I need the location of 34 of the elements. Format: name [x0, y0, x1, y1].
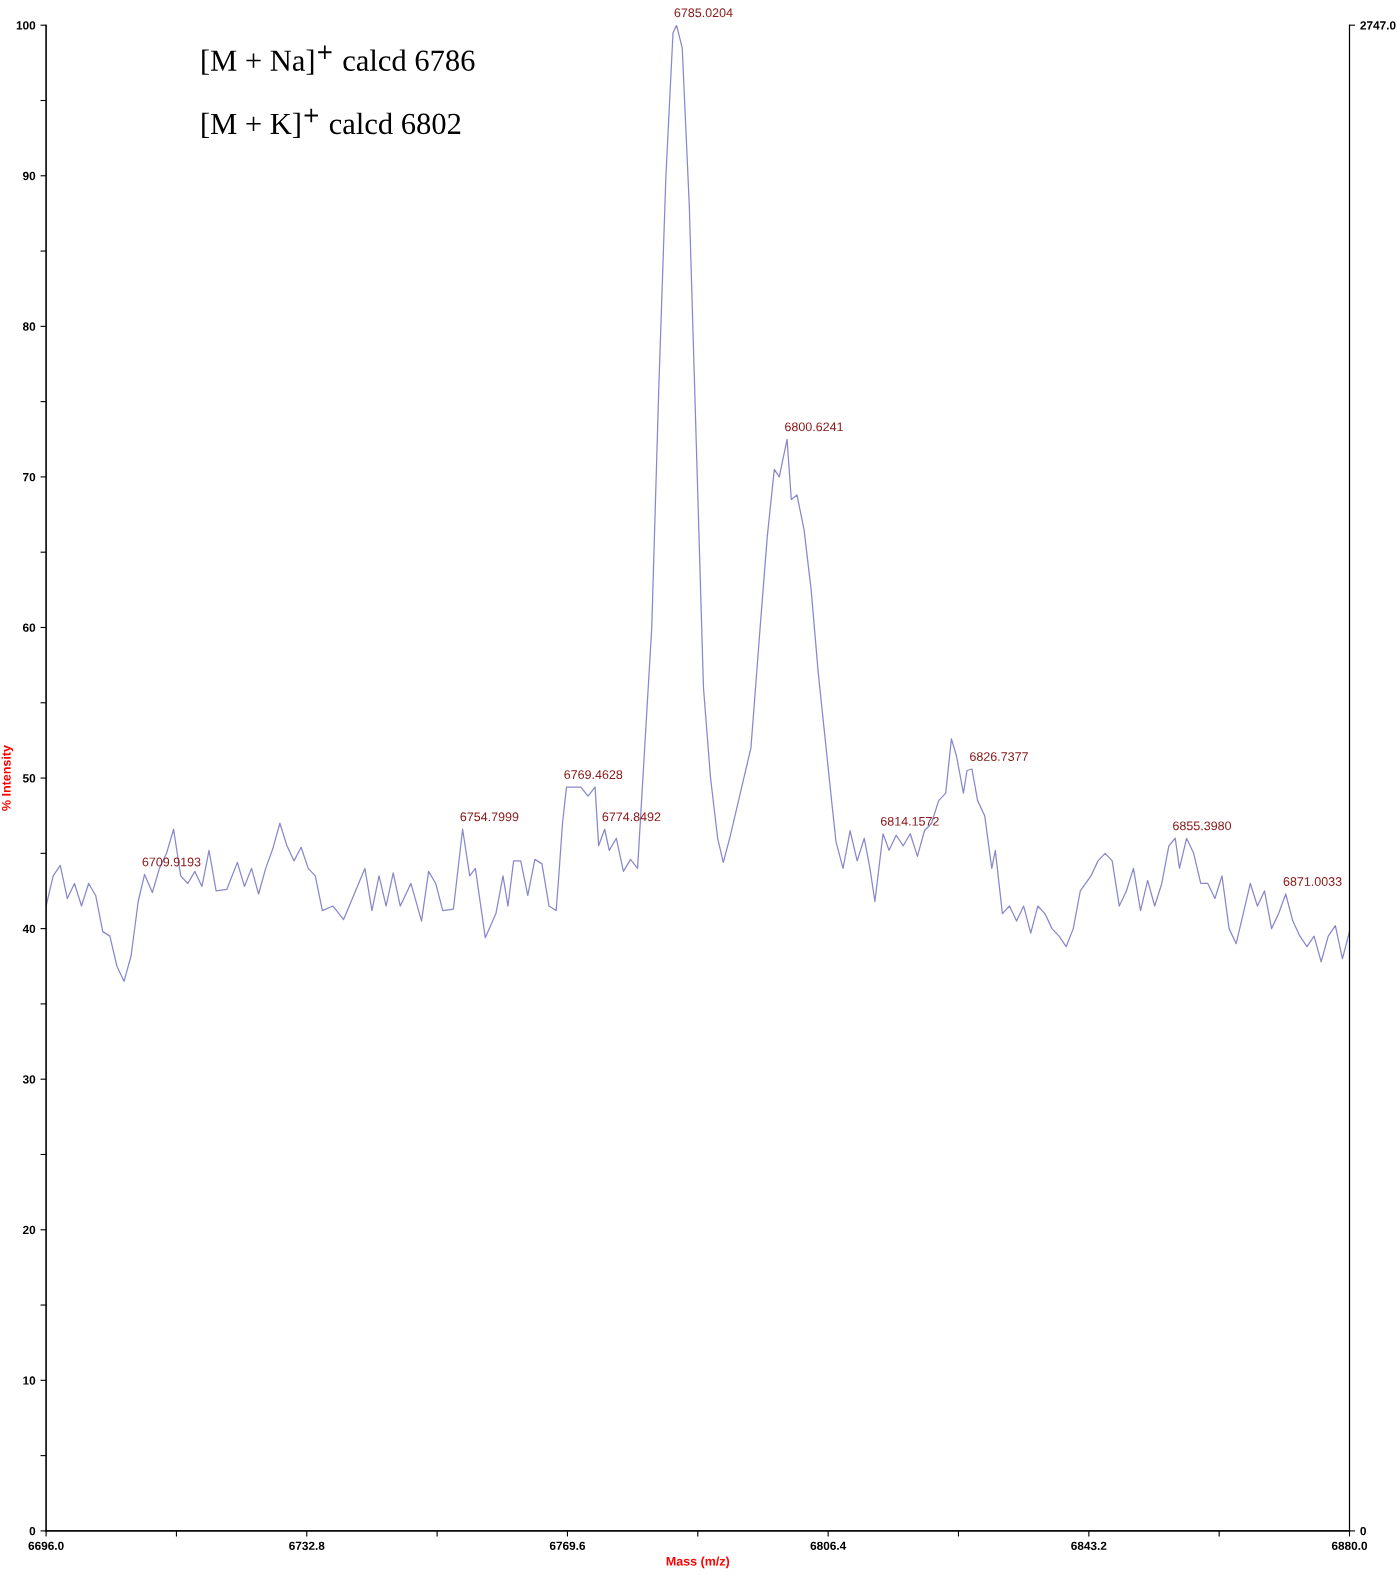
x-tick-label: 6880.0 — [1331, 1541, 1368, 1550]
annotation: 6814.1572 — [880, 816, 939, 826]
y-tick-label: 80 — [22, 322, 36, 331]
annotation: 6800.6241 — [785, 422, 843, 432]
annotation: [M + Na]$^{+}$ calcd 6786 — [202, 45, 475, 75]
y-tick-label: 60 — [22, 623, 36, 632]
y-tick-label: 10 — [23, 1376, 36, 1385]
x-tick-label: 6806.4 — [810, 1541, 847, 1550]
y-tick-label: 70 — [23, 472, 36, 482]
annotation: 6826.7377 — [970, 752, 1028, 761]
y2-tick-label: 0 — [1360, 1526, 1366, 1536]
annotation: 6774.8492 — [602, 812, 661, 822]
y-tick-label: 50 — [22, 774, 36, 783]
y-tick-label: 90 — [22, 171, 36, 181]
annotation: 6769.4628 — [564, 770, 623, 780]
x-tick-label: 6696.0 — [28, 1541, 64, 1550]
annotation: [M + K]$^{+}$ calcd 6802 — [202, 108, 461, 138]
x-tick-label: 6769.6 — [549, 1541, 586, 1550]
y-axis-title: % Intensity — [1, 745, 14, 811]
y-tick-label: 0 — [29, 1526, 36, 1536]
y-tick-label: 20 — [22, 1225, 36, 1235]
y-tick-label: 30 — [22, 1075, 36, 1084]
annotation: 6785.0204 — [674, 8, 733, 18]
annotation: 6709.9193 — [142, 857, 201, 867]
y-tick-label: 100 — [16, 21, 36, 30]
line-series — [46, 25, 1350, 982]
x-tick-label: 6732.8 — [289, 1541, 325, 1550]
annotation: 6871.0033 — [1283, 877, 1342, 886]
x-axis-title: Mass (m/z) — [666, 1556, 730, 1569]
x-tick-label: 6843.2 — [1071, 1541, 1107, 1550]
y2-tick-label: 2747.0 — [1360, 21, 1396, 30]
y-tick-label: 40 — [22, 924, 36, 934]
annotation: 6855.3980 — [1173, 821, 1232, 831]
annotation: 6754.7999 — [460, 812, 519, 822]
